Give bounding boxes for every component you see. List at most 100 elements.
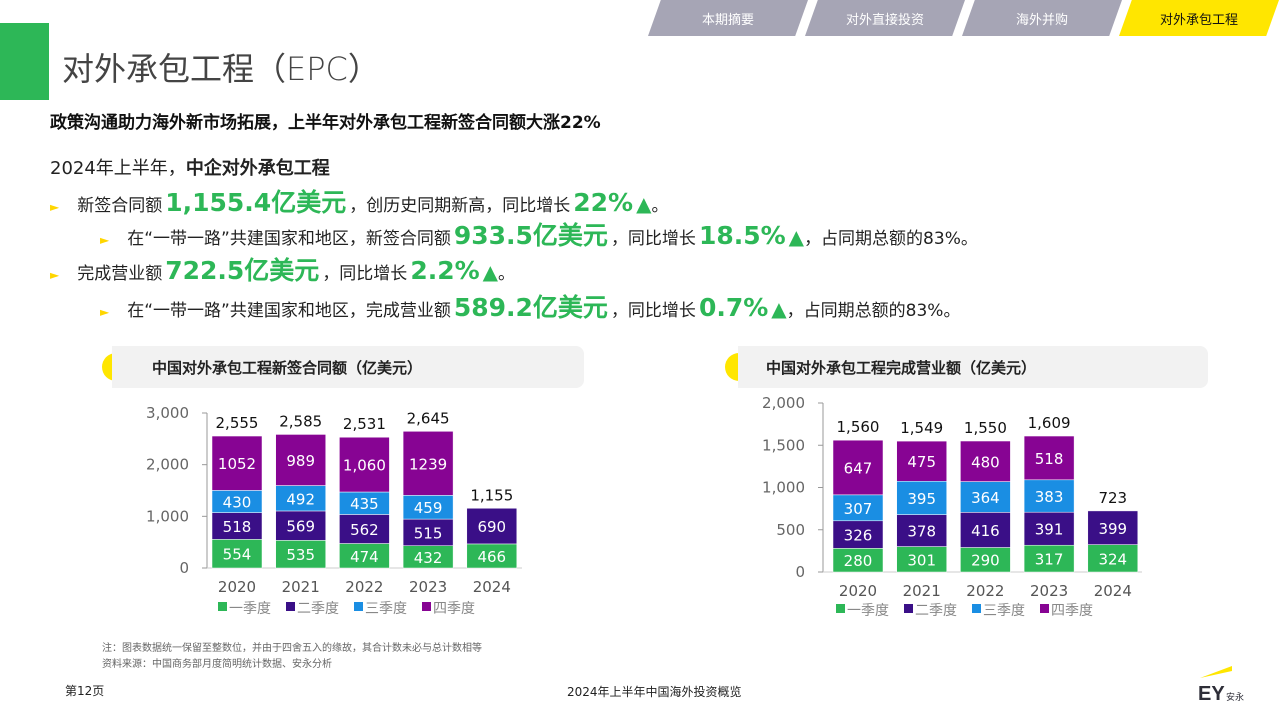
bar-value-label: 554 — [223, 546, 252, 564]
bar-value-label: 459 — [414, 499, 443, 517]
highlight-value: 589.2亿美元 — [453, 293, 608, 322]
growth-value: 18.5% — [698, 221, 786, 250]
bar-value-label: 317 — [1035, 551, 1064, 569]
legend-swatch — [1040, 604, 1049, 613]
bullet-icon: ► — [50, 200, 60, 214]
bar-segment — [339, 436, 390, 493]
bar-value-label: 364 — [971, 489, 1000, 507]
highlight-value: 933.5亿美元 — [453, 221, 608, 250]
bar-segment — [960, 440, 1011, 482]
bar-value-label: 515 — [414, 524, 443, 542]
bar-value-label: 518 — [223, 518, 252, 536]
bar-total-label: 2,531 — [343, 415, 386, 433]
bullet-line: ► 在“一带一路”共建国家和地区，新签合同额 933.5亿美元 ，同比增长 18… — [100, 216, 978, 252]
legend-swatch — [904, 604, 913, 613]
svg-text:EY: EY — [1198, 683, 1225, 705]
chart1-title-text: 中国对外承包工程新签合同额（亿美元） — [152, 358, 423, 377]
bar-segment — [1023, 544, 1075, 573]
x-tick-label: 2022 — [345, 578, 383, 596]
bar-value-label: 989 — [286, 452, 315, 470]
bar-total-label: 2,555 — [216, 414, 259, 432]
bullet-icon: ► — [100, 233, 110, 247]
bar-value-label: 1,060 — [343, 457, 386, 475]
bar-value-label: 474 — [350, 548, 379, 566]
bar-segment — [211, 435, 263, 491]
bar-segment — [1087, 510, 1139, 545]
text: ，创历史同期新高，同比增长 — [349, 196, 571, 216]
chart1-title: 中国对外承包工程新签合同额（亿美元） — [112, 346, 584, 388]
footer-title: 2024年上半年中国海外投资概览 — [567, 685, 742, 699]
tab-epc[interactable]: 对外承包工程 — [1119, 0, 1279, 36]
legend-swatch — [422, 602, 431, 611]
bar-value-label: 435 — [350, 495, 379, 513]
bar-value-label: 492 — [286, 490, 315, 508]
x-tick-label: 2020 — [839, 582, 877, 600]
x-tick-label: 2024 — [473, 578, 511, 596]
bar-segment — [402, 431, 454, 496]
text: 完成营业额 — [77, 264, 163, 284]
growth-value: 2.2% — [410, 256, 480, 285]
bar-total-label: 723 — [1098, 489, 1127, 507]
legend-swatch — [218, 602, 227, 611]
legend-swatch — [972, 604, 981, 613]
y-tick-label: 500 — [776, 521, 805, 539]
bar-total-label: 1,560 — [837, 418, 880, 436]
bullet-line: ► 在“一带一路”共建国家和地区，完成营业额 589.2亿美元 ，同比增长 0.… — [100, 288, 960, 324]
bar-value-label: 1052 — [218, 455, 256, 473]
bar-total-label: 1,549 — [900, 419, 943, 437]
bar-value-label: 475 — [907, 453, 936, 471]
headline: 政策沟通助力海外新市场拓展，上半年对外承包工程新签合同额大涨22% — [50, 113, 601, 133]
bar-value-label: 378 — [907, 523, 936, 541]
legend-swatch — [836, 604, 845, 613]
bar-value-label: 290 — [971, 552, 1000, 570]
bar-segment — [896, 440, 947, 482]
bar-value-label: 518 — [1035, 450, 1064, 468]
up-arrow-icon: ▲ — [482, 260, 499, 284]
nav-tabs: 本期摘要 对外直接投资 海外并购 对外承包工程 — [648, 0, 1281, 36]
legend-label: 二季度 — [915, 603, 957, 619]
bar-segment — [402, 518, 454, 546]
chart2-title-text: 中国对外承包工程完成营业额（亿美元） — [766, 358, 1037, 377]
legend-label: 三季度 — [983, 603, 1025, 619]
svg-text:安永: 安永 — [1226, 691, 1244, 703]
bar-value-label: 562 — [350, 521, 379, 539]
bar-segment — [275, 510, 326, 541]
x-tick-label: 2024 — [1094, 582, 1132, 600]
bar-segment — [275, 540, 326, 569]
bar-segment — [339, 543, 390, 569]
highlight-value: 1,155.4亿美元 — [165, 188, 347, 217]
text: 新签合同额 — [77, 196, 163, 216]
bar-segment — [1087, 544, 1139, 573]
bar-segment — [211, 512, 263, 540]
bar-value-label: 466 — [477, 548, 506, 566]
bar-value-label: 395 — [907, 490, 936, 508]
intro-bold: 中企对外承包工程 — [185, 158, 330, 179]
bar-value-label: 324 — [1098, 550, 1127, 568]
bar-value-label: 480 — [971, 453, 1000, 471]
legend-label: 四季度 — [1051, 603, 1093, 619]
tab-summary[interactable]: 本期摘要 — [648, 0, 808, 36]
y-tick-label: 1,000 — [146, 507, 189, 525]
tab-odi[interactable]: 对外直接投资 — [805, 0, 965, 36]
bar-value-label: 690 — [477, 518, 506, 536]
growth-value: 22% — [573, 188, 634, 217]
legend-label: 一季度 — [229, 601, 271, 617]
legend-label: 一季度 — [847, 603, 889, 619]
intro: 2024年上半年，中企对外承包工程 — [50, 154, 330, 180]
bar-value-label: 647 — [844, 460, 873, 478]
legend-label: 三季度 — [365, 601, 407, 617]
x-tick-label: 2023 — [409, 578, 447, 596]
up-arrow-icon: ▲ — [788, 225, 805, 249]
growth-value: 0.7% — [698, 293, 769, 322]
y-tick-label: 0 — [179, 559, 189, 577]
text: 在“一带一路”共建国家和地区，完成营业额 — [127, 301, 451, 321]
y-tick-label: 2,000 — [146, 456, 189, 474]
bullet-line: ► 完成营业额 722.5亿美元 ，同比增长 2.2% ▲ 。 — [50, 251, 515, 287]
y-tick-label: 2,000 — [762, 394, 805, 412]
bar-value-label: 399 — [1098, 520, 1127, 538]
ey-logo: EY 安永 — [1198, 666, 1258, 706]
bar-total-label: 2,645 — [407, 409, 450, 427]
bar-value-label: 416 — [971, 522, 1000, 540]
tab-ma[interactable]: 海外并购 — [962, 0, 1122, 36]
